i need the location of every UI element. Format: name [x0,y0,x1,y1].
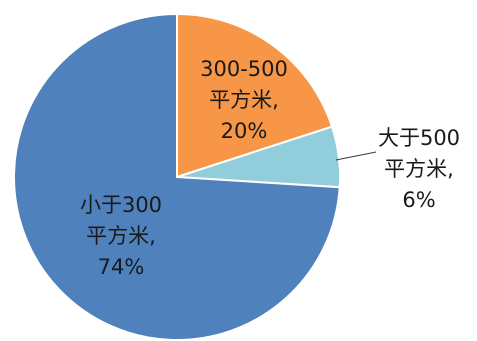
slice-label-line: 小于300 [80,193,162,217]
slice-percent-label: 20% [221,119,268,143]
slice-labels: 300-500 平方米, 20% 大于500 平方米, 6% 小于300 平方米, 74% [80,57,460,279]
slice-label-line: 300-500 [200,57,288,81]
pie-slice-2 [13,12,341,341]
slice-label-line: 大于500 [378,126,460,150]
slice-label-line: 平方米, [384,157,454,181]
leader-line [335,151,377,161]
slice-label-2: 小于300 平方米, 74% [80,193,162,279]
slice-label-line: 平方米, [86,224,156,248]
slice-label-line: 平方米, [209,88,279,112]
slice-label-1: 大于500 平方米, 6% [378,126,460,212]
slice-percent-label: 6% [402,188,435,212]
slice-percent-label: 74% [98,255,145,279]
pie-slices [13,12,342,341]
slice-label-0: 300-500 平方米, 20% [200,57,288,143]
leader-lines [335,151,377,161]
pie-slice-0 [176,12,334,179]
